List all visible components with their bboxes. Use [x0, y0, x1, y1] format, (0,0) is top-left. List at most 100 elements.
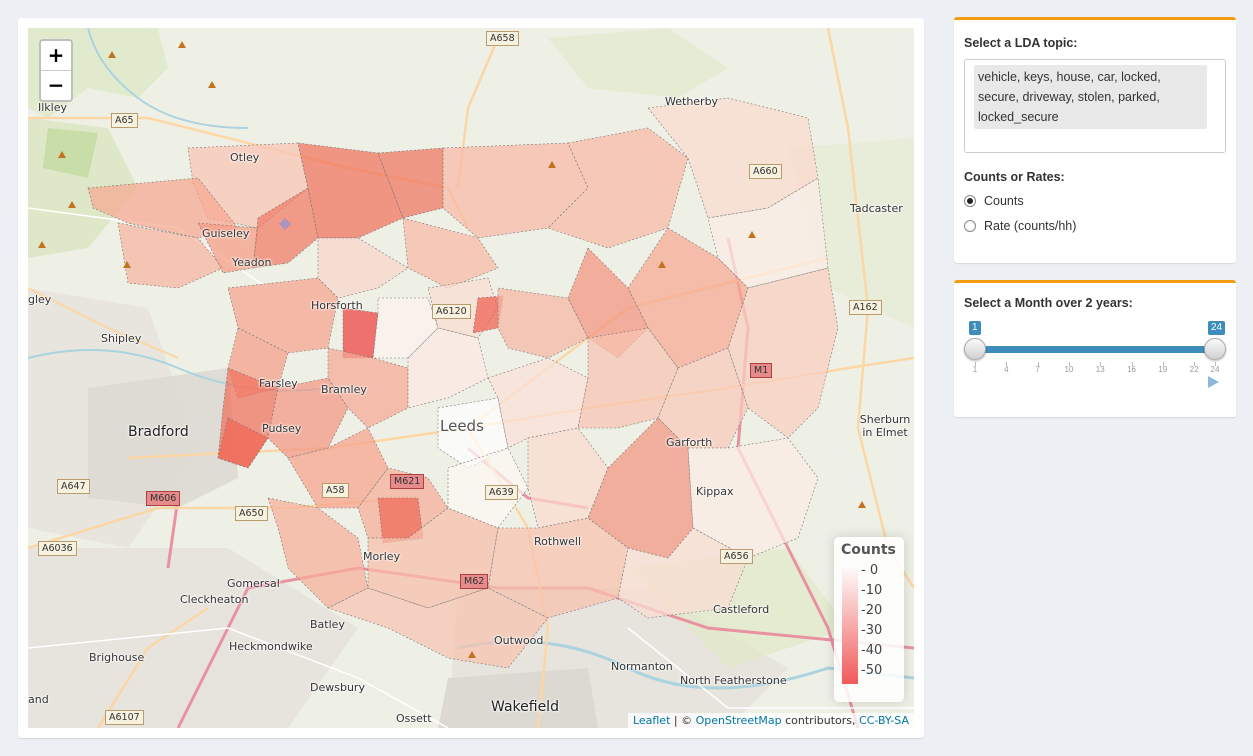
- topic-label: Select a LDA topic:: [964, 36, 1078, 50]
- place-bradford: Bradford: [128, 424, 189, 440]
- place-normanton: Normanton: [611, 660, 673, 673]
- leaflet-map[interactable]: Bradford Leeds Wakefield Castleford Ship…: [28, 28, 914, 728]
- place-farsley: Farsley: [259, 377, 298, 390]
- slider-from-handle[interactable]: [964, 338, 986, 360]
- place-sherburn: Sherburn in Elmet: [859, 413, 911, 439]
- place-bingley: gley: [28, 293, 52, 306]
- map-attribution: Leaflet | © OpenStreetMap contributors, …: [627, 713, 914, 728]
- legend-title: Counts: [841, 542, 896, 558]
- place-heckmondwike: Heckmondwike: [229, 640, 313, 653]
- slider-grid-tick: [1068, 362, 1070, 366]
- slider-track[interactable]: [975, 346, 1216, 353]
- legend-tick-30: -30: [861, 623, 883, 638]
- road-a647: A647: [57, 479, 90, 494]
- road-a6120: A6120: [432, 304, 471, 319]
- zoom-in-button[interactable]: +: [41, 41, 71, 71]
- slider-from-label: 1: [969, 321, 981, 335]
- radio-counts-button[interactable]: [964, 195, 976, 207]
- legend-tick-10: -10: [861, 583, 883, 598]
- zoom-out-button[interactable]: −: [47, 73, 65, 97]
- road-a6036: A6036: [38, 541, 77, 556]
- road-a65: A65: [111, 113, 138, 128]
- slider-grid-tick: [1037, 362, 1039, 366]
- leaflet-link[interactable]: Leaflet: [632, 714, 671, 727]
- place-pudsey: Pudsey: [262, 422, 302, 435]
- road-a639: A639: [485, 485, 518, 500]
- attribution-contributors: contributors,: [781, 714, 860, 727]
- metric-label: Counts or Rates:: [964, 170, 1065, 184]
- road-m621: M621: [390, 474, 425, 489]
- radio-rate-button[interactable]: [964, 220, 976, 232]
- slider-grid-tick: [1006, 362, 1008, 366]
- place-leeds: Leeds: [440, 417, 484, 435]
- place-brighouse: Brighouse: [89, 651, 145, 664]
- slider-grid-tick: [1100, 362, 1102, 366]
- legend-tick-50: -50: [861, 663, 883, 678]
- attribution-sep: | ©: [670, 714, 696, 727]
- slider-grid-label: 10: [1064, 365, 1074, 374]
- place-dewsbury: Dewsbury: [310, 681, 365, 694]
- place-tadcaster: Tadcaster: [850, 202, 903, 215]
- road-a660: A660: [749, 164, 782, 179]
- legend-color-bar: [842, 564, 858, 684]
- road-m1: M1: [750, 363, 773, 378]
- slider-grid-label: 19: [1158, 365, 1168, 374]
- slider-grid-label: 13: [1095, 365, 1105, 374]
- road-a162: A162: [849, 300, 882, 315]
- topic-select[interactable]: vehicle, keys, house, car, locked, secur…: [964, 59, 1226, 153]
- place-bramley: Bramley: [321, 383, 367, 396]
- legend-tick-0: - 0: [861, 563, 879, 578]
- slider-grid-label: 1: [972, 365, 978, 374]
- place-horsforth: Horsforth: [311, 299, 363, 312]
- slider-grid-tick: [1194, 362, 1196, 366]
- slider-grid-tick: [975, 362, 976, 366]
- place-shipley: Shipley: [101, 332, 142, 345]
- place-ilkley: Ilkley: [38, 101, 68, 114]
- license-link[interactable]: CC-BY-SA: [859, 714, 909, 727]
- place-yeadon: Yeadon: [232, 256, 272, 269]
- road-a650: A650: [235, 506, 268, 521]
- map-container: Bradford Leeds Wakefield Castleford Ship…: [18, 18, 924, 738]
- place-outwood: Outwood: [494, 634, 544, 647]
- place-batley: Batley: [310, 618, 345, 631]
- road-a656: A656: [720, 549, 753, 564]
- road-a58: A58: [322, 483, 349, 498]
- radio-counts-label: Counts: [984, 194, 1024, 208]
- slider-grid-tick: [1215, 362, 1216, 366]
- play-icon[interactable]: [1208, 376, 1219, 388]
- radio-counts[interactable]: Counts: [964, 194, 1024, 208]
- osm-link[interactable]: OpenStreetMap: [695, 714, 782, 727]
- slider-grid-label: 7: [1035, 365, 1040, 374]
- slider-grid-label: 24: [1210, 365, 1220, 374]
- map-basemap: [28, 28, 914, 728]
- topic-panel: Select a LDA topic: vehicle, keys, house…: [954, 17, 1236, 263]
- month-label: Select a Month over 2 years:: [964, 296, 1133, 310]
- topic-selected-item[interactable]: vehicle, keys, house, car, locked, secur…: [974, 65, 1207, 129]
- legend-tick-20: -20: [861, 603, 883, 618]
- place-otley: Otley: [230, 151, 260, 164]
- road-a6107: A6107: [105, 710, 144, 725]
- road-m62: M62: [460, 574, 489, 589]
- slider-grid-tick: [1131, 362, 1133, 366]
- road-m606: M606: [146, 491, 181, 506]
- map-legend: Counts - 0 -10 -20 -30 -40 -50: [834, 537, 904, 702]
- month-panel: Select a Month over 2 years: 1 24 1 4 7 10 1…: [954, 280, 1236, 417]
- place-halifax: and: [28, 693, 49, 706]
- place-garforth: Garforth: [666, 436, 713, 449]
- slider-grid-label: 22: [1189, 365, 1199, 374]
- place-north-featherstone: North Featherstone: [680, 674, 787, 687]
- slider-grid-label: 16: [1127, 365, 1136, 374]
- place-wetherby: Wetherby: [665, 95, 719, 108]
- slider-to-handle[interactable]: [1204, 338, 1226, 360]
- radio-rate[interactable]: Rate (counts/hh): [964, 219, 1076, 233]
- place-kippax: Kippax: [696, 485, 734, 498]
- road-a658: A658: [486, 31, 519, 46]
- radio-rate-label: Rate (counts/hh): [984, 219, 1077, 233]
- zoom-control: + −: [39, 39, 73, 102]
- place-rothwell: Rothwell: [534, 535, 582, 548]
- slider-grid-tick: [1162, 362, 1164, 366]
- place-guiseley: Guiseley: [202, 227, 250, 240]
- place-wakefield: Wakefield: [491, 699, 559, 715]
- place-morley: Morley: [363, 550, 401, 563]
- place-ossett: Ossett: [396, 712, 432, 725]
